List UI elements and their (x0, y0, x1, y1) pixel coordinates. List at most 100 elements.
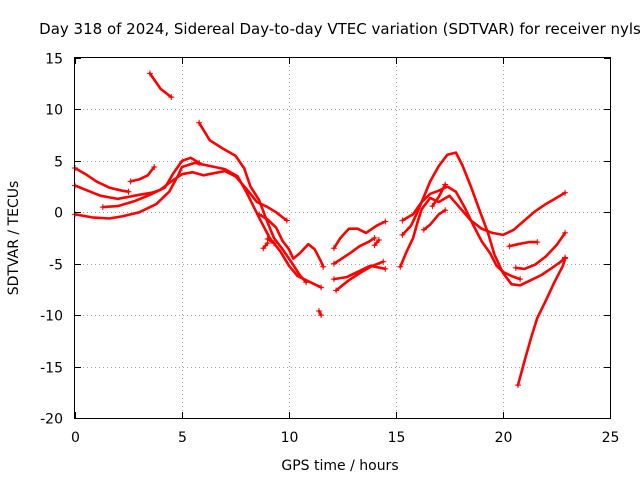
series-sat-l (330, 218, 389, 252)
plot-frame (74, 57, 611, 419)
series-line (257, 213, 325, 269)
y-tick-label: -15 (40, 361, 63, 377)
series-sat-g (196, 119, 310, 286)
data-point-marker (260, 245, 267, 252)
data-point-marker (127, 178, 134, 185)
data-point-marker (375, 237, 382, 244)
series-line (129, 165, 156, 183)
series-line (332, 236, 376, 266)
y-tick-label: 10 (45, 103, 63, 119)
data-point-marker (320, 263, 327, 270)
series-sat-i (264, 236, 278, 247)
data-point-marker (315, 308, 322, 315)
x-tick-label: 20 (495, 430, 513, 446)
series-line (514, 231, 567, 271)
data-point-marker (196, 119, 203, 126)
y-axis-label: SDTVAR / TECUs (6, 181, 22, 296)
series-sat-c (127, 164, 158, 185)
series-sat-j (260, 240, 271, 252)
data-point-marker (517, 276, 524, 283)
data-point-marker (399, 231, 406, 238)
data-point-marker (382, 218, 389, 225)
data-point-marker (168, 94, 175, 101)
y-tick-label: 0 (54, 206, 63, 222)
series-line (266, 237, 276, 245)
data-point-marker (534, 239, 541, 246)
series-sat-o (330, 264, 389, 283)
series-sat-k (315, 308, 325, 319)
data-point-marker (330, 245, 337, 252)
data-point-marker (318, 284, 325, 291)
data-point-marker (330, 260, 337, 267)
series-sat-u (429, 181, 449, 210)
series-line (508, 240, 539, 248)
x-tick-label: 25 (602, 430, 620, 446)
data-point-marker (151, 164, 158, 171)
data-point-marker (429, 203, 436, 210)
data-point-marker (512, 264, 519, 271)
series-line (332, 264, 387, 281)
data-point-marker (330, 276, 337, 283)
series-line (431, 183, 447, 208)
series-sat-n (333, 258, 387, 294)
series-sat-w (512, 229, 569, 271)
series-line (73, 161, 323, 289)
plot-series (72, 70, 569, 389)
data-point-marker (371, 235, 378, 241)
x-axis-label: GPS time / hours (281, 458, 398, 474)
x-tick-label: 5 (178, 430, 187, 446)
series-line (516, 257, 567, 387)
x-tick-label: 10 (281, 430, 299, 446)
series-sat-t (420, 207, 449, 233)
series-sat-h (256, 211, 327, 270)
chart-title: Day 318 of 2024, Sidereal Day-to-day VTE… (39, 20, 640, 38)
y-tick-label: 5 (54, 155, 63, 171)
series-sat-d (146, 70, 175, 101)
data-point-marker (371, 242, 378, 249)
series-sat-m (330, 235, 378, 267)
series-line (101, 156, 201, 209)
data-point-marker (380, 258, 387, 265)
series-line (332, 220, 387, 250)
data-point-marker (146, 70, 153, 77)
x-tick-label: 0 (71, 430, 80, 446)
data-point-marker (562, 229, 569, 236)
y-tick-label: -10 (40, 309, 63, 325)
data-point-marker (420, 226, 427, 233)
series-line (401, 185, 522, 281)
data-point-marker (256, 211, 263, 218)
y-tick-label: -5 (49, 258, 63, 274)
y-tick-label: 15 (45, 52, 63, 68)
series-line (73, 169, 289, 222)
series-line (148, 72, 173, 99)
data-point-marker (196, 159, 203, 166)
grid (75, 58, 610, 418)
data-point-marker (514, 382, 521, 389)
data-point-marker (125, 188, 132, 195)
y-tick-label: -20 (40, 412, 63, 428)
data-point-marker (283, 217, 290, 224)
axis-ticks: 0 5 10 15 20 25 -20 -15 -10 -5 0 5 10 15 (40, 52, 619, 447)
data-point-marker (303, 279, 310, 286)
series-line (422, 208, 447, 232)
series-sat-x (514, 255, 569, 389)
series-sat-s (399, 185, 524, 283)
series-line (73, 166, 130, 193)
data-point-marker (333, 287, 340, 294)
series-sat-e (72, 161, 325, 291)
series-line (261, 241, 269, 250)
series-sat-f (99, 156, 203, 211)
data-point-marker (506, 243, 513, 250)
data-point-marker (397, 263, 404, 270)
data-point-marker (99, 204, 106, 211)
data-point-marker (562, 255, 569, 262)
data-point-marker (399, 217, 406, 224)
series-line (334, 260, 385, 292)
series-sat-r (399, 151, 569, 287)
series-line (197, 121, 308, 284)
series-sat-v (506, 239, 541, 250)
data-point-marker (382, 265, 389, 272)
series-sat-a (72, 165, 132, 195)
data-point-marker (442, 181, 449, 188)
